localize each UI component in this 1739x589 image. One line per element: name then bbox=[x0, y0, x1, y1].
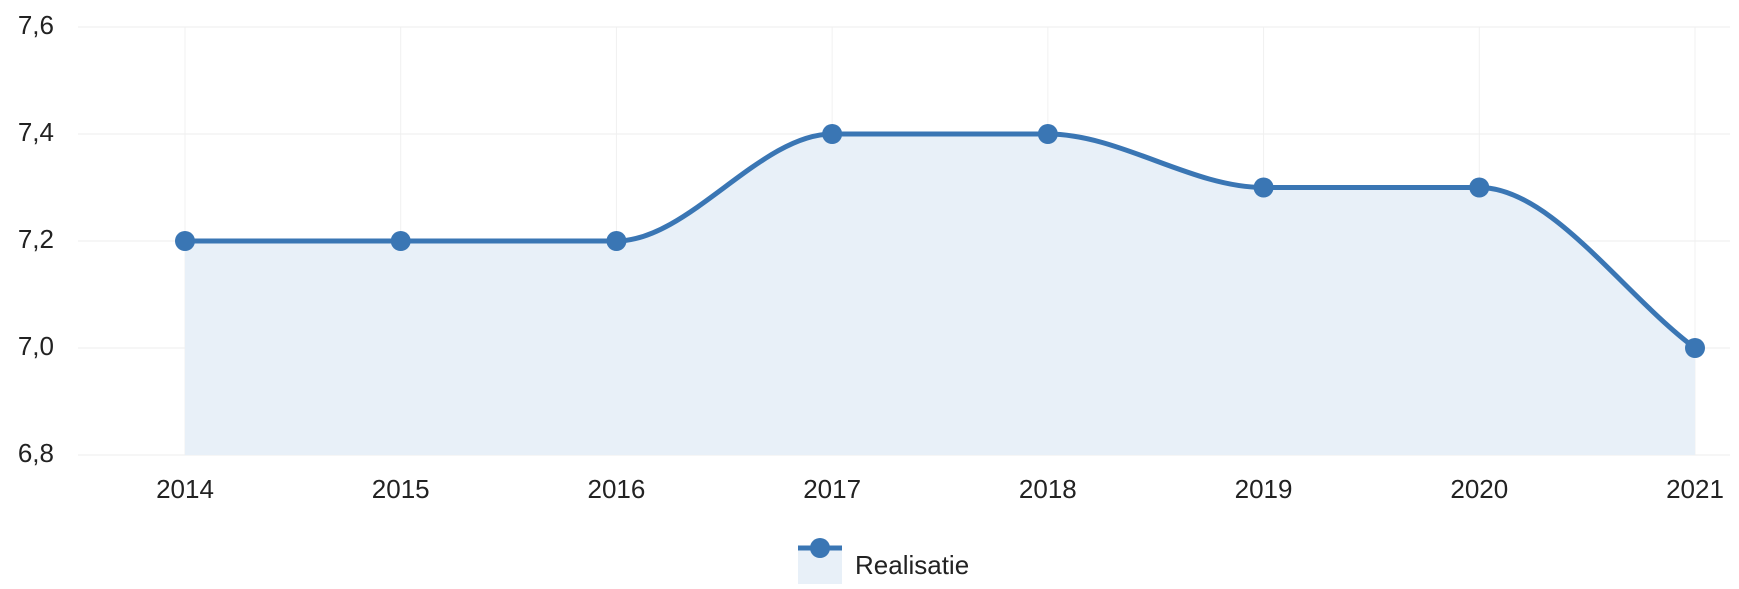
y-tick-label: 7,6 bbox=[18, 10, 54, 40]
point bbox=[1685, 338, 1705, 358]
point bbox=[1469, 177, 1490, 198]
legend-label: Realisatie bbox=[855, 550, 969, 580]
x-tick-label: 2020 bbox=[1450, 474, 1508, 504]
x-tick-label: 2014 bbox=[156, 474, 214, 504]
y-tick-label: 7,0 bbox=[18, 331, 54, 361]
point bbox=[1253, 177, 1274, 198]
x-tick-label: 2021 bbox=[1666, 474, 1724, 504]
legend-marker bbox=[810, 538, 830, 558]
x-tick-label: 2015 bbox=[372, 474, 430, 504]
point bbox=[822, 124, 843, 144]
x-tick-label: 2017 bbox=[803, 474, 861, 504]
y-tick-label: 6,8 bbox=[18, 438, 54, 468]
x-tick-label: 2016 bbox=[588, 474, 646, 504]
y-tick-label: 7,2 bbox=[18, 224, 54, 254]
x-tick-label: 2019 bbox=[1235, 474, 1293, 504]
x-tick-label: 2018 bbox=[1019, 474, 1077, 504]
point bbox=[1037, 124, 1058, 144]
area bbox=[185, 134, 1695, 455]
point bbox=[390, 231, 411, 251]
point bbox=[606, 231, 627, 251]
y-tick-label: 7,4 bbox=[18, 117, 54, 147]
point bbox=[175, 231, 195, 251]
